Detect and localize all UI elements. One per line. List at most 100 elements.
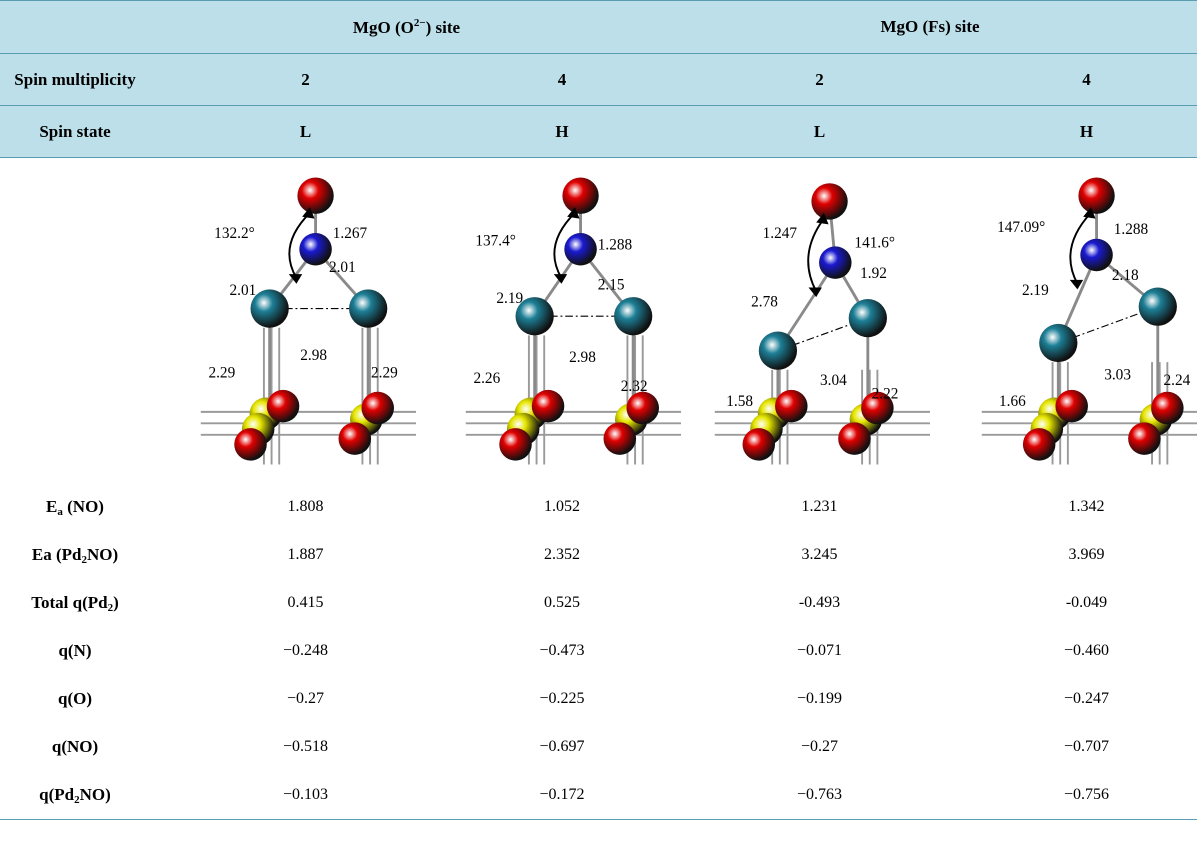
palladium-atom (1138, 287, 1177, 326)
oxygen-atom (531, 389, 565, 422)
value-cell: 3.969 (1068, 546, 1105, 563)
oxygen-atom (499, 427, 532, 461)
row-label: q(NO) (51, 736, 99, 756)
pd-pd-distance-label: 3.04 (820, 372, 847, 389)
palladium-atom (515, 296, 554, 335)
pd-substrate-left-label: 1.58 (726, 393, 753, 410)
molecule-structure-diagram: 147.09° 1.288 2.19 2.18 3.03 1.66 2.24 (981, 177, 1197, 464)
pd-substrate-right-label: 2.24 (1163, 372, 1190, 389)
site-o2-header: MgO (O2−) site (150, 0, 663, 54)
value-cell: −0.473 (539, 642, 585, 659)
value-cell: −0.172 (461, 771, 663, 820)
oxygen-atom (742, 427, 775, 461)
oxygen-atom (603, 421, 637, 455)
palladium-atom (758, 331, 797, 370)
nitrogen-atom (298, 232, 332, 266)
pd-n-right-label: 1.92 (860, 264, 887, 281)
angle-arrow (806, 217, 825, 292)
data-row: q(NO) −0.518 −0.697 −0.27 −0.707 (0, 723, 1197, 771)
palladium-atom (1038, 323, 1077, 362)
data-row: q(Pd2NO) −0.103 −0.172 −0.763 −0.756 (0, 771, 1197, 820)
bond-angle-label: 141.6° (854, 234, 895, 251)
pd-substrate-left-label: 1.66 (999, 393, 1026, 410)
value-cell: −0.697 (539, 738, 585, 755)
nitrogen-atom (564, 232, 597, 266)
oxygen-atom (860, 391, 894, 424)
oxygen-atom (837, 421, 871, 455)
value-cell: −0.707 (1063, 738, 1110, 755)
value-cell: −0.27 (800, 738, 839, 755)
value-cell: 1.342 (1068, 498, 1105, 515)
substrate-atoms (1022, 389, 1184, 461)
n-o-bond-label: 1.247 (762, 224, 797, 241)
substrate-atoms (499, 389, 659, 461)
value-cell: −0.247 (1063, 690, 1110, 707)
bonds (533, 195, 635, 412)
value-cell: −0.248 (282, 642, 329, 659)
palladium-atom (348, 288, 387, 328)
substrate-atoms (233, 389, 394, 461)
structure-label-cell (0, 158, 150, 484)
nitrogen-atom (818, 245, 852, 279)
angle-arrow (287, 211, 311, 278)
data-row: q(O) −0.27 −0.225 −0.199 −0.247 (0, 675, 1197, 723)
oxygen-atom (1127, 421, 1161, 455)
value-cell: 1.808 (287, 498, 324, 515)
n-o-bond-label: 1.288 (598, 236, 633, 253)
molecule-structure-diagram: 137.4° 1.288 2.19 2.15 2.98 2.26 2.32 (465, 177, 681, 464)
row-label: Ea (NO) (46, 496, 104, 518)
row-label: Ea (Pd2NO) (31, 544, 119, 566)
bond-angle-label: 137.4° (475, 232, 516, 249)
corner-cell (0, 0, 150, 54)
header-cell: L (150, 105, 461, 158)
value-cell: −0.071 (796, 642, 843, 659)
value-cell: −0.27 (286, 690, 325, 707)
pd-n-right-label: 2.01 (328, 259, 355, 276)
value-cell: 1.052 (544, 498, 580, 515)
value-cell: -0.493 (798, 594, 841, 611)
results-table: MgO (O2−) site MgO (Fs) site Spin multip… (0, 0, 1197, 820)
pd-pd-distance-label: 2.98 (569, 349, 596, 366)
n-o-bond-label: 1.288 (1113, 220, 1148, 237)
oxygen-atom (266, 389, 299, 422)
row-label: Spin state (0, 105, 150, 158)
data-row: Ea (NO) 1.808 1.052 1.231 1.342 (0, 483, 1197, 531)
oxygen-atom (626, 391, 659, 424)
n-o-bond-label: 1.267 (332, 224, 367, 241)
nitrogen-atom (1079, 238, 1113, 271)
spin-multiplicity-row: Spin multiplicity 2 4 2 4 (0, 53, 1197, 106)
value-cell: −0.103 (150, 771, 461, 820)
value-cell: 1.231 (801, 498, 838, 515)
oxygen-atom (233, 427, 267, 461)
oxygen-atom (338, 421, 371, 455)
pd-n-right-label: 2.18 (1111, 266, 1138, 283)
value-cell: −0.199 (796, 690, 843, 707)
value-cell: 0.415 (287, 594, 324, 611)
angle-arrow (1068, 211, 1092, 284)
oxygen-atom (1054, 389, 1088, 422)
header-cell: 2 (663, 53, 976, 106)
structure-cell: 132.2° 1.267 2.01 2.01 2.98 2.29 2.29 (150, 158, 461, 484)
value-cell: 0.525 (544, 594, 580, 611)
pd-substrate-right-label: 2.32 (621, 377, 648, 394)
value-cell: -0.049 (1065, 594, 1108, 611)
pd-substrate-left-label: 2.26 (473, 370, 500, 387)
value-cell: −0.756 (976, 771, 1197, 820)
oxygen-atom (774, 389, 808, 422)
molecule-structure-diagram: 132.2° 1.267 2.01 2.01 2.98 2.29 2.29 (200, 177, 416, 464)
row-label: Total q(Pd2) (31, 592, 119, 614)
spin-state-row: Spin state L H L H (0, 105, 1197, 158)
pd-n-left-label: 2.19 (1021, 282, 1048, 299)
pd-substrate-right-label: 2.29 (371, 364, 398, 381)
palladium-atom (848, 298, 887, 337)
header-cell: L (663, 105, 976, 158)
oxygen-atom (562, 177, 599, 214)
molecule-structure-diagram: 141.6° 1.247 2.78 1.92 3.04 1.58 2.22 (714, 182, 930, 464)
value-cell: −0.518 (282, 738, 329, 755)
row-label: q(O) (58, 688, 92, 708)
header-cell: 2 (150, 53, 461, 106)
data-row: Ea (Pd2NO) 1.887 2.352 3.245 3.969 (0, 531, 1197, 579)
structure-cell: 137.4° 1.288 2.19 2.15 2.98 2.26 2.32 (461, 158, 681, 484)
palladium-atom (250, 288, 289, 328)
oxygen-atom (1022, 427, 1055, 461)
